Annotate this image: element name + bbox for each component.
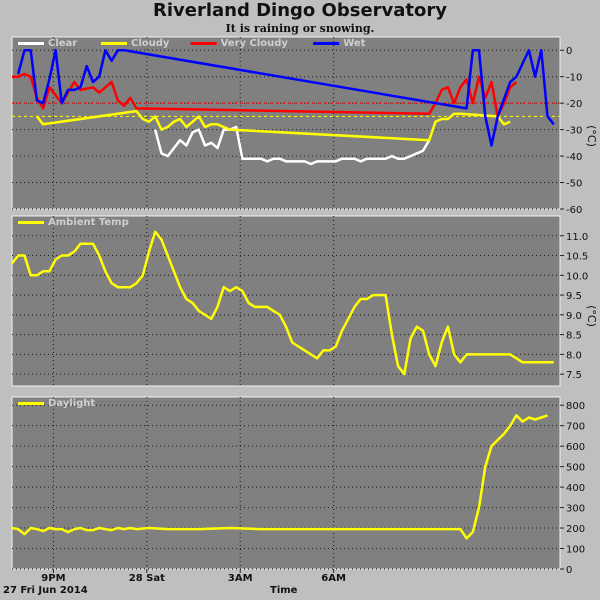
- x-axis: 9PM 28 Sat 3AM 6AM: [41, 569, 346, 584]
- y-tick-label: 800: [566, 401, 585, 412]
- x-tick-label: 3AM: [228, 573, 253, 584]
- y-tick-label: 8.0: [566, 350, 582, 361]
- cloud-y-axis: 0 -10 -20 -30 -40 -50 -60: [560, 46, 582, 216]
- y-tick-label: 7.5: [566, 370, 582, 381]
- y-tick-label: -20: [566, 99, 582, 110]
- cloud-y-axis-label: (°C): [585, 125, 598, 147]
- temp-y-axis-label: (°C): [585, 305, 598, 327]
- legend-label: Ambient Temp: [48, 217, 129, 228]
- series-line-daylight: [11, 414, 548, 540]
- cloud-plot-area: [11, 36, 561, 210]
- date-label: 27 Fri Jun 2014: [3, 585, 88, 596]
- cloud-panel: Clear Cloudy Very Cloudy Wet 0 -10 -20 -30 -40 -…: [11, 36, 598, 216]
- cloud-legend: Clear Cloudy Very Cloudy Wet: [18, 38, 366, 49]
- series-line-clear: [153, 125, 431, 166]
- temp-plot-area: [11, 215, 561, 387]
- page-subtitle: It is raining or snowing.: [225, 22, 375, 35]
- y-tick-label: -50: [566, 179, 582, 190]
- y-tick-label: 10.0: [566, 271, 588, 282]
- y-tick-label: 8.5: [566, 331, 582, 342]
- x-axis-label: Time: [270, 585, 298, 596]
- temp-y-axis: 11.0 10.5 10.0 9.5 9.0 8.5 8.0 7.5: [560, 232, 588, 381]
- legend-label: Clear: [48, 38, 77, 49]
- y-tick-label: 500: [566, 463, 585, 474]
- series-line-ambient-temp: [11, 230, 554, 376]
- daylight-y-axis: 800 700 600 500 400 300 200 100 0: [560, 401, 585, 576]
- cloud-gridlines: [12, 37, 560, 210]
- y-tick-label: 0: [566, 46, 572, 57]
- y-tick-label: -60: [566, 205, 582, 216]
- y-tick-label: 400: [566, 483, 585, 494]
- y-tick-label: 9.0: [566, 311, 582, 322]
- y-tick-label: 100: [566, 545, 585, 556]
- legend-swatch: [313, 42, 340, 45]
- series-line-cloudy: [35, 109, 511, 142]
- cloud-series: [12, 48, 555, 166]
- legend-label: Very Cloudy: [221, 38, 289, 49]
- page-title: Riverland Dingo Observatory: [152, 0, 448, 21]
- y-tick-label: 11.0: [566, 232, 588, 243]
- y-tick-label: -40: [566, 152, 582, 163]
- legend-swatch: [101, 42, 127, 45]
- legend-label: Cloudy: [131, 38, 170, 49]
- y-tick-label: 600: [566, 442, 585, 453]
- y-tick-label: 0: [566, 565, 572, 576]
- y-tick-label: -30: [566, 126, 582, 137]
- temp-legend: Ambient Temp: [18, 217, 129, 228]
- y-tick-label: 300: [566, 504, 585, 515]
- legend-label: Wet: [343, 38, 365, 49]
- daylight-plot-area: [11, 396, 561, 570]
- legend-label: Daylight: [48, 398, 95, 409]
- y-tick-label: 9.5: [566, 291, 582, 302]
- x-tick-label: 9PM: [41, 573, 65, 584]
- daylight-gridlines: [12, 397, 560, 570]
- legend-swatch: [190, 42, 217, 45]
- y-tick-label: 10.5: [566, 252, 588, 263]
- x-tick-label: 28 Sat: [129, 573, 165, 584]
- temp-panel: Ambient Temp 11.0 10.5 10.0 9.5 9.0 8.5 8.0 7.5…: [11, 215, 598, 387]
- y-tick-label: 700: [566, 422, 585, 433]
- daylight-panel: Daylight 800 700 600 500 400 300 200 100 0: [11, 396, 585, 576]
- y-tick-label: 200: [566, 524, 585, 535]
- daylight-legend: Daylight: [18, 398, 95, 409]
- daylight-series: [11, 414, 548, 540]
- x-tick-label: 6AM: [321, 573, 346, 584]
- legend-swatch: [18, 221, 44, 224]
- legend-swatch: [18, 42, 44, 45]
- series-line-wet: [16, 48, 555, 147]
- temp-series: [11, 230, 554, 376]
- y-tick-label: -10: [566, 73, 582, 84]
- legend-swatch: [18, 402, 44, 405]
